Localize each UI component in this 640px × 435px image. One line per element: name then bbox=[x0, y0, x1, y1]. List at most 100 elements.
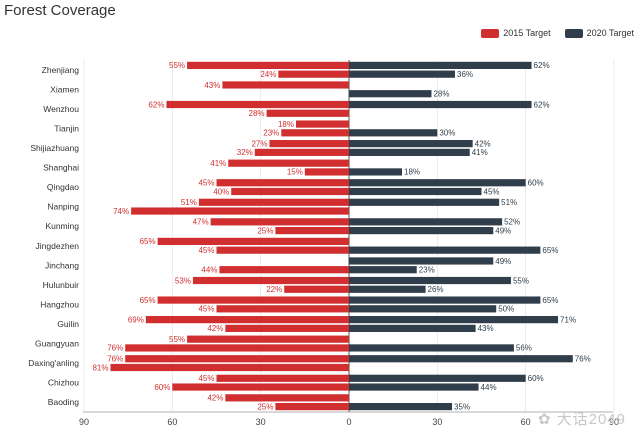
bar bbox=[349, 276, 511, 285]
data-label: 60% bbox=[154, 383, 170, 392]
data-label: 18% bbox=[404, 168, 420, 177]
data-label: 40% bbox=[213, 187, 229, 196]
category-label: Jingdezhen bbox=[36, 241, 80, 251]
data-label: 15% bbox=[287, 168, 303, 177]
watermark-text: ✿ 大话2049 bbox=[538, 408, 626, 429]
data-label: 45% bbox=[198, 305, 214, 314]
bar bbox=[131, 207, 349, 215]
wechat-icon: ✿ bbox=[537, 411, 552, 428]
data-label: 55% bbox=[169, 335, 185, 344]
data-label: 50% bbox=[498, 305, 514, 314]
data-label: 25% bbox=[257, 226, 273, 235]
bar bbox=[349, 355, 573, 363]
bar bbox=[125, 344, 349, 352]
data-label: 45% bbox=[198, 374, 214, 383]
bar bbox=[278, 70, 349, 78]
data-label: 42% bbox=[475, 139, 491, 148]
data-label: 41% bbox=[210, 159, 226, 168]
bar bbox=[349, 383, 479, 391]
bar bbox=[349, 100, 532, 109]
legend-item-2015-target: 2015 Target bbox=[481, 28, 551, 38]
bar bbox=[349, 403, 453, 411]
bar bbox=[275, 403, 349, 411]
bar bbox=[216, 179, 349, 187]
data-label: 65% bbox=[140, 237, 156, 246]
bar bbox=[198, 198, 349, 206]
category-label: Zhenjiang bbox=[42, 65, 80, 75]
bar bbox=[349, 179, 526, 187]
bar bbox=[349, 246, 541, 254]
data-label: 65% bbox=[140, 296, 156, 305]
data-label: 49% bbox=[495, 257, 511, 266]
bar bbox=[349, 218, 503, 226]
category-label: Hangzhou bbox=[40, 299, 79, 309]
bar bbox=[296, 120, 349, 128]
bar bbox=[349, 324, 476, 332]
bar bbox=[266, 109, 349, 117]
category-label: Guangyuan bbox=[35, 339, 79, 349]
data-label: 27% bbox=[251, 139, 267, 148]
bar bbox=[219, 266, 349, 274]
data-label: 62% bbox=[534, 100, 550, 109]
bar bbox=[269, 140, 349, 148]
bar bbox=[125, 355, 349, 363]
data-label: 65% bbox=[542, 296, 558, 305]
data-label: 35% bbox=[454, 402, 470, 411]
bar bbox=[349, 227, 494, 235]
data-label: 52% bbox=[504, 218, 520, 227]
category-label: Qingdao bbox=[47, 182, 79, 192]
bar bbox=[275, 227, 349, 235]
x-tick-label: 30 bbox=[432, 417, 442, 427]
data-label: 45% bbox=[198, 246, 214, 255]
bar bbox=[349, 257, 494, 265]
data-label: 44% bbox=[201, 266, 217, 275]
bar bbox=[349, 305, 497, 313]
bar bbox=[187, 61, 349, 69]
legend-swatch-2015-target bbox=[481, 28, 500, 38]
category-label: Baoding bbox=[48, 397, 79, 407]
data-label: 42% bbox=[207, 324, 223, 333]
bar bbox=[222, 81, 349, 89]
bar bbox=[349, 344, 514, 352]
bar bbox=[349, 168, 402, 176]
data-label: 51% bbox=[181, 198, 197, 207]
bar bbox=[228, 159, 349, 167]
bar bbox=[210, 218, 349, 226]
data-label: 22% bbox=[266, 285, 282, 294]
bar bbox=[349, 187, 482, 196]
category-label: Xiamen bbox=[50, 84, 79, 94]
data-label: 45% bbox=[484, 187, 500, 196]
data-label: 60% bbox=[528, 179, 544, 188]
data-label: 56% bbox=[516, 344, 532, 353]
bar bbox=[254, 148, 349, 156]
data-label: 23% bbox=[263, 129, 279, 138]
chart-legend: 2015 Target 2020 Target bbox=[481, 28, 634, 38]
data-label: 55% bbox=[513, 276, 529, 285]
data-label: 51% bbox=[501, 198, 517, 207]
chart-title: Forest Coverage bbox=[4, 2, 116, 19]
data-label: 76% bbox=[575, 355, 591, 364]
data-label: 76% bbox=[107, 355, 123, 364]
data-label: 65% bbox=[542, 246, 558, 255]
x-tick-label: 90 bbox=[79, 417, 89, 427]
category-label: Guilin bbox=[57, 319, 79, 329]
x-tick-label: 60 bbox=[167, 417, 177, 427]
watermark-label: 大话2049 bbox=[556, 411, 626, 428]
data-label: 24% bbox=[260, 70, 276, 79]
bar bbox=[157, 237, 349, 245]
bar bbox=[225, 324, 349, 332]
data-label: 47% bbox=[193, 218, 209, 227]
data-label: 25% bbox=[257, 402, 273, 411]
bar bbox=[166, 100, 349, 109]
data-label: 45% bbox=[198, 179, 214, 188]
data-label: 62% bbox=[148, 100, 164, 109]
bar bbox=[172, 383, 349, 391]
category-label: Tianjin bbox=[54, 123, 79, 133]
bar bbox=[349, 140, 473, 148]
data-label: 41% bbox=[472, 148, 488, 157]
data-label: 30% bbox=[439, 129, 455, 138]
data-label: 49% bbox=[495, 226, 511, 235]
bar bbox=[349, 148, 470, 156]
bar bbox=[187, 335, 349, 343]
